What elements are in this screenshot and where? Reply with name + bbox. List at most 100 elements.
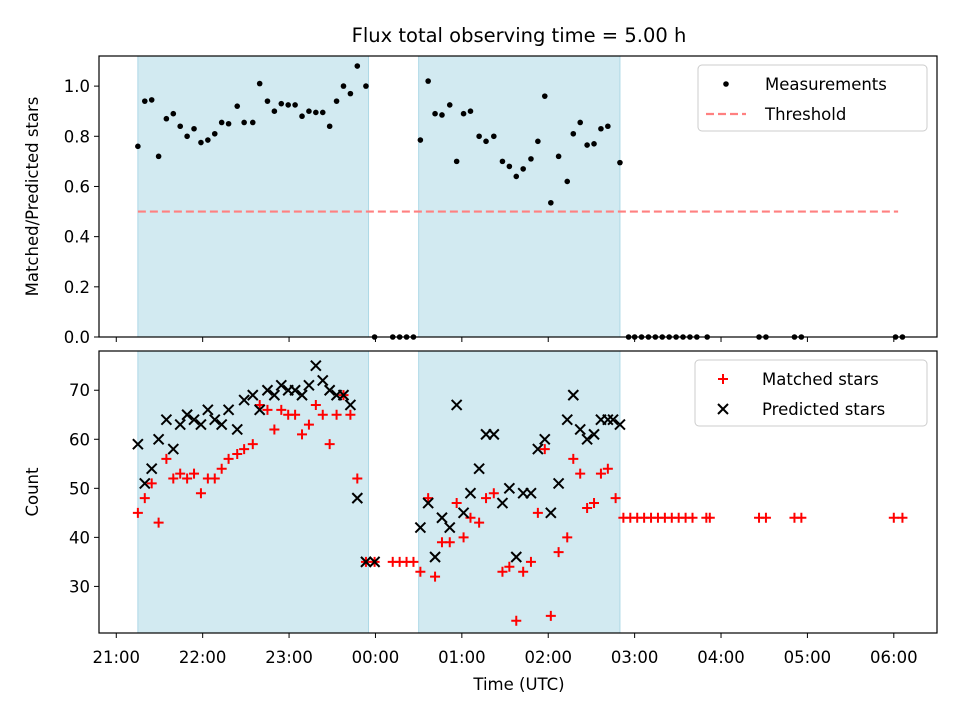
measurement-point xyxy=(617,159,623,166)
measurement-point xyxy=(205,137,211,143)
measurement-point xyxy=(278,100,285,107)
measurement-point xyxy=(605,123,611,130)
measurement-point xyxy=(417,137,424,143)
matched-star-point xyxy=(317,409,328,420)
predicted-star-point xyxy=(167,443,180,455)
x-tick-label: 02:00 xyxy=(524,648,572,667)
measurement-point xyxy=(313,109,319,116)
measurement-point xyxy=(163,115,170,122)
matched-star-point xyxy=(161,453,172,464)
predicted-star-point xyxy=(567,389,579,401)
matched-star-point xyxy=(254,399,265,410)
predicted-star-point xyxy=(181,409,193,421)
matched-star-point xyxy=(345,409,356,420)
predicted-star-point xyxy=(496,497,509,509)
measurement-point xyxy=(292,102,298,108)
predicted-star-point xyxy=(261,384,274,396)
matched-star-point xyxy=(415,566,426,577)
matched-star-point xyxy=(595,468,606,479)
matched-star-point xyxy=(216,463,227,474)
matched-star-point xyxy=(589,498,600,509)
legend-label: Threshold xyxy=(764,105,846,124)
x-axis: 21:00 22:00 23:00 00:00 01:00 02:00 03:00 04:00… xyxy=(92,648,917,667)
predicted-star-point xyxy=(317,374,329,387)
measurement-point xyxy=(363,83,369,89)
matched-star-point xyxy=(297,429,308,440)
matched-star-point xyxy=(518,566,529,577)
matched-star-point xyxy=(796,512,807,523)
predicted-star-point xyxy=(436,512,448,524)
matched-star-point xyxy=(481,493,492,504)
matched-star-point xyxy=(195,488,206,499)
measurement-point xyxy=(432,110,438,117)
predicted-star-point xyxy=(473,462,485,475)
measurement-point xyxy=(476,133,482,140)
measurement-point xyxy=(333,98,340,104)
matched-star-point xyxy=(897,512,908,523)
measurement-point xyxy=(541,93,548,99)
measurement-point xyxy=(347,90,354,97)
y-axis-label-top: Matched/Predicted stars xyxy=(23,97,42,297)
predicted-star-point xyxy=(139,477,151,490)
matched-star-point xyxy=(488,488,499,499)
measurement-point xyxy=(285,102,291,108)
y-tick-label: 0.2 xyxy=(64,278,90,297)
predicted-star-point xyxy=(215,418,228,431)
y-tick-label: 60 xyxy=(69,430,90,449)
matched-star-point xyxy=(269,424,280,435)
measurement-point xyxy=(598,125,604,132)
predicted-star-point xyxy=(561,413,573,426)
y-tick-label: 40 xyxy=(69,528,90,547)
legend-top: Measurements Threshold xyxy=(697,64,928,132)
measurement-point xyxy=(198,139,204,146)
matched-star-point xyxy=(568,453,579,464)
measurement-point xyxy=(155,153,162,160)
measurement-point xyxy=(340,83,347,89)
y-tick-label: 0.8 xyxy=(64,127,90,146)
matched-star-point xyxy=(303,419,314,430)
x-tick-label: 06:00 xyxy=(870,648,918,667)
predicted-star-point xyxy=(581,433,593,445)
predicted-star-point xyxy=(351,492,364,504)
matched-star-point xyxy=(276,404,287,415)
panel-counts: 30 40 50 60 70 Count Matched stars Predicted … xyxy=(23,350,938,638)
legend-box xyxy=(694,359,928,427)
predicted-star-point xyxy=(152,433,165,445)
x-tick-label: 21:00 xyxy=(92,648,140,667)
measurement-point xyxy=(135,143,141,150)
predicted-star-point xyxy=(337,389,350,401)
matched-star-point xyxy=(525,556,536,567)
measurement-point xyxy=(299,113,305,120)
predicted-star-point xyxy=(222,404,235,416)
measurement-point xyxy=(218,119,225,126)
measurement-point xyxy=(460,110,467,117)
predicted-star-point xyxy=(450,399,463,411)
matched-star-point xyxy=(458,532,469,543)
plot-frame-top xyxy=(98,55,938,338)
matched-star-point xyxy=(182,473,193,484)
predicted-star-point xyxy=(202,404,214,416)
predicted-star-point xyxy=(545,507,557,519)
measurement-point xyxy=(453,158,460,165)
measurement-point xyxy=(499,158,506,165)
y-tick-label: 30 xyxy=(69,577,90,596)
measurement-point xyxy=(564,178,571,185)
predicted-star-point xyxy=(253,404,266,416)
y-tick-label: 70 xyxy=(69,381,90,400)
measurement-point xyxy=(354,63,361,69)
predicted-star-point xyxy=(588,428,600,441)
matched-star-point xyxy=(209,473,220,484)
matched-star-point xyxy=(474,517,485,528)
measurement-point xyxy=(548,199,554,206)
predicted-star-point xyxy=(160,413,173,426)
matched-star-point xyxy=(290,409,301,420)
measurement-point xyxy=(326,123,333,130)
matched-star-point xyxy=(451,498,462,509)
matched-star-point xyxy=(545,610,556,621)
measurement-point xyxy=(191,125,197,132)
legend-marker xyxy=(717,403,729,415)
measurement-point xyxy=(241,119,247,126)
predicted-star-point xyxy=(231,423,243,436)
measurement-point xyxy=(256,80,263,87)
